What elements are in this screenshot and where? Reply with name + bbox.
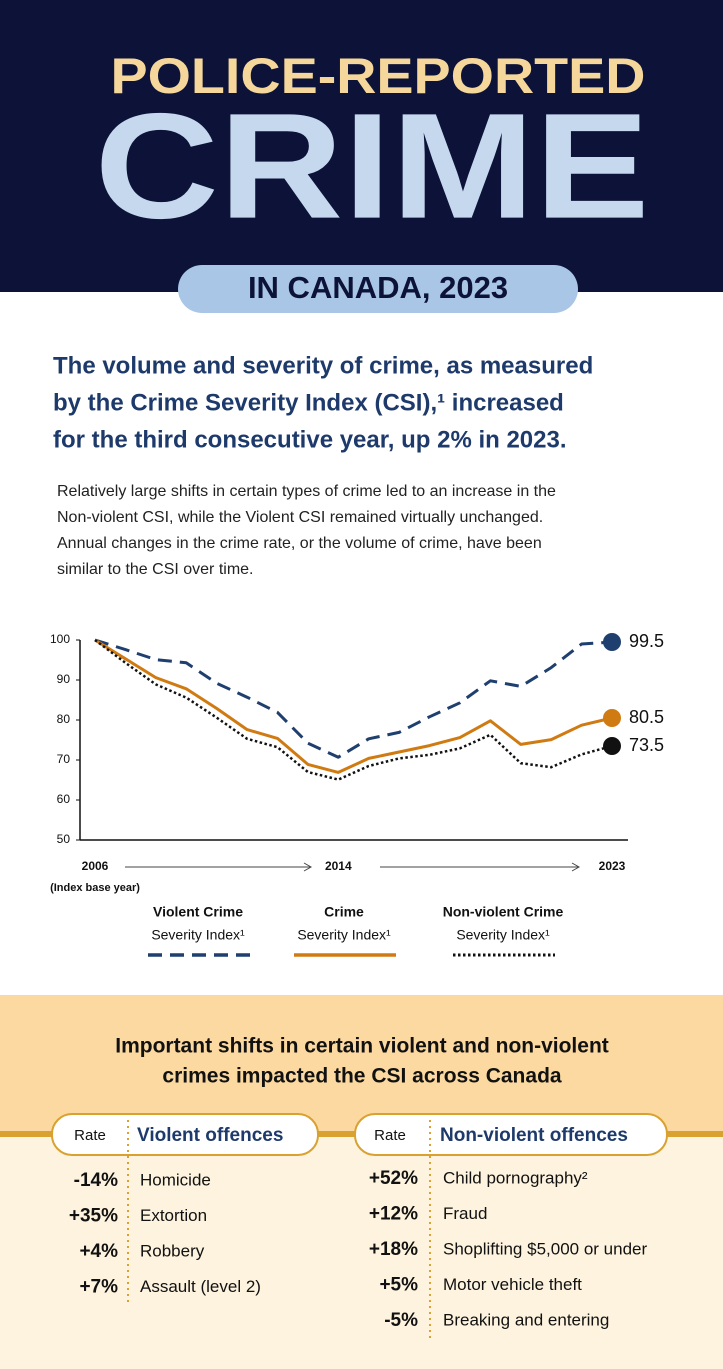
rate: +52% <box>369 1168 418 1189</box>
rate: -5% <box>384 1310 418 1331</box>
offence: Fraud <box>443 1204 487 1223</box>
rate: +4% <box>79 1241 118 1262</box>
body-text: Non-violent CSI, while the Violent CSI r… <box>57 509 543 526</box>
offence: Homicide <box>140 1170 211 1189</box>
y-tick-label: 50 <box>57 832 71 846</box>
x-tick-label: 2023 <box>599 859 626 873</box>
legend-subname: Severity Index¹ <box>151 927 245 943</box>
column-header: Violent offences <box>137 1125 283 1146</box>
offence: Breaking and entering <box>443 1310 609 1329</box>
series-line <box>94 638 613 774</box>
y-tick-label: 100 <box>50 632 70 646</box>
legend-name: Crime <box>324 904 364 920</box>
legend-name: Violent Crime <box>153 904 243 920</box>
body-text: similar to the CSI over time. <box>57 561 254 578</box>
main-title: CRIME <box>95 82 650 250</box>
end-point <box>603 709 621 727</box>
y-tick-label: 60 <box>57 792 71 806</box>
legend-name: Non-violent Crime <box>443 904 564 920</box>
rate: +5% <box>379 1275 418 1296</box>
rate: -14% <box>74 1170 118 1191</box>
offence: Motor vehicle theft <box>443 1275 582 1294</box>
offence: Robbery <box>140 1241 205 1260</box>
headline: by the Crime Severity Index (CSI),¹ incr… <box>53 389 564 416</box>
data-label: 80.5 <box>629 707 664 727</box>
body-text: Relatively large shifts in certain types… <box>57 483 556 500</box>
data-label: 99.5 <box>629 631 664 651</box>
timeline-arrows <box>125 862 581 872</box>
offence: Extortion <box>140 1206 207 1225</box>
offence: Child pornography² <box>443 1168 588 1187</box>
rate-header: Rate <box>374 1127 406 1144</box>
header-pill <box>51 1113 319 1156</box>
kicker: POLICE-REPORTED <box>111 48 646 104</box>
x-tick-label: 2006 <box>82 859 109 873</box>
headline: for the third consecutive year, up 2% in… <box>53 426 567 453</box>
rate-header: Rate <box>74 1127 106 1144</box>
body-text: Annual changes in the crime rate, or the… <box>57 535 542 552</box>
header-pill <box>354 1113 668 1156</box>
y-tick-label: 70 <box>57 752 71 766</box>
series-line <box>94 639 613 781</box>
offence: Assault (level 2) <box>140 1277 261 1296</box>
legend-subname: Severity Index¹ <box>456 927 550 943</box>
offence: Shoplifting $5,000 or under <box>443 1239 647 1258</box>
subtitle: IN CANADA, 2023 <box>248 270 508 305</box>
x-note: (Index base year) <box>50 882 140 894</box>
data-label: 73.5 <box>629 735 664 755</box>
rate: +18% <box>369 1239 418 1260</box>
section-title: crimes impacted the CSI across Canada <box>162 1065 561 1088</box>
section-title: Important shifts in certain violent and … <box>115 1035 609 1058</box>
rate: +35% <box>69 1206 118 1227</box>
legend-subname: Severity Index¹ <box>297 927 391 943</box>
headline: The volume and severity of crime, as mea… <box>53 352 593 379</box>
y-tick-label: 80 <box>57 712 71 726</box>
y-tick-label: 90 <box>57 672 71 686</box>
header-band <box>0 0 723 292</box>
end-point <box>603 737 621 755</box>
x-tick-label: 2014 <box>325 859 352 873</box>
rate: +12% <box>369 1204 418 1225</box>
column-header: Non-violent offences <box>440 1125 628 1146</box>
rate: +7% <box>79 1277 118 1298</box>
table-band <box>0 1135 723 1369</box>
subtitle-pill <box>178 265 578 313</box>
end-point <box>603 633 621 651</box>
series-line <box>94 638 613 759</box>
section-band <box>0 995 723 1135</box>
